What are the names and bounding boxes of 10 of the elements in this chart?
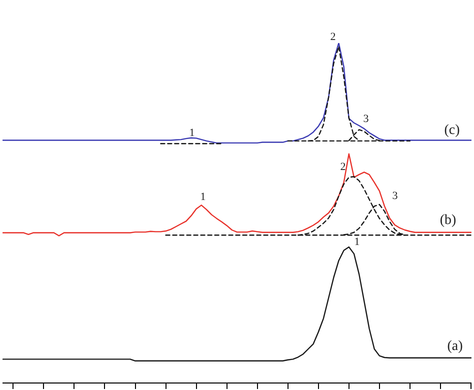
annotation: 3 xyxy=(392,190,398,202)
annotation: (c) xyxy=(444,123,460,138)
text: 2 xyxy=(330,31,336,43)
annotation: 3 xyxy=(363,113,370,125)
annotation: 1 xyxy=(354,236,360,248)
annotation: (b) xyxy=(440,213,456,228)
annotation: 2 xyxy=(340,161,346,173)
annotation: (a) xyxy=(447,339,464,354)
annotation: 1 xyxy=(200,191,206,203)
annotation: 1 xyxy=(189,127,195,139)
